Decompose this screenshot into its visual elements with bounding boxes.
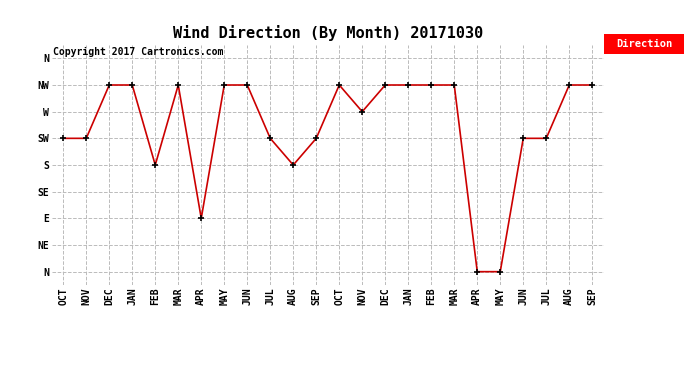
- Text: Direction: Direction: [616, 39, 672, 49]
- Title: Wind Direction (By Month) 20171030: Wind Direction (By Month) 20171030: [172, 25, 483, 41]
- Text: Copyright 2017 Cartronics.com: Copyright 2017 Cartronics.com: [53, 47, 224, 57]
